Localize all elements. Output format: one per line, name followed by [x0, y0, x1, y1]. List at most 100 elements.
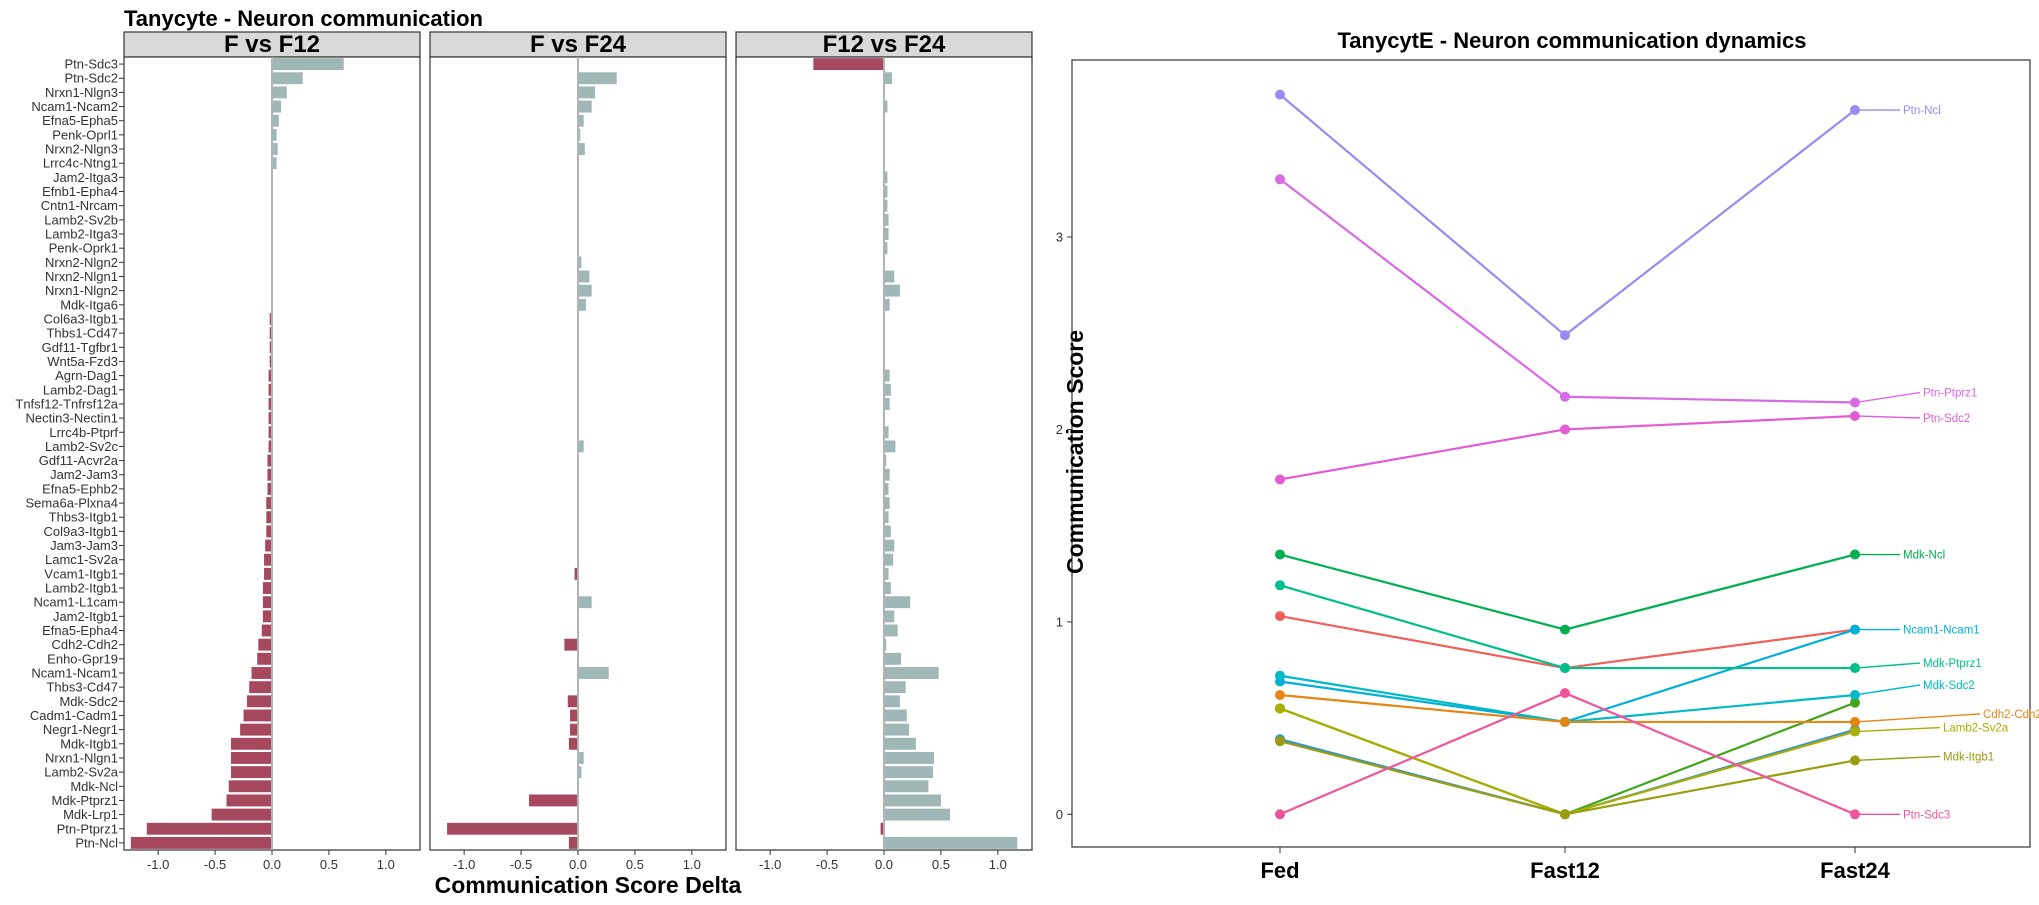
bar [884, 624, 898, 637]
gene-pair-labels: Ptn-Sdc3Ptn-Sdc2Nrxn1-Nlgn3Ncam1-Ncam2Ef… [15, 57, 124, 850]
gene-pair-label: Col9a3-Itgb1 [44, 524, 118, 539]
bar [269, 341, 272, 354]
bar [884, 185, 888, 198]
bar [884, 723, 910, 736]
series-label-group: Mdk-Ptprz1 [1854, 658, 1982, 670]
series-label-connector [1854, 713, 1981, 723]
gene-pair-label: Thbs1-Cd47 [46, 326, 118, 341]
bar [268, 369, 272, 382]
bar [130, 836, 272, 849]
gene-pair-label: Ptn-Sdc3 [65, 57, 118, 72]
gene-pair-label: Lamb2-Sv2b [44, 212, 118, 227]
series-point [1560, 688, 1570, 699]
bar [249, 681, 272, 694]
x-tick-label: Fed [1260, 858, 1299, 883]
gene-pair-label: Jam2-Itgb1 [53, 609, 118, 624]
bar [258, 638, 272, 651]
series-point [1560, 663, 1570, 674]
bar [884, 426, 889, 439]
y-axis: 0 1 2 3 [1056, 230, 1072, 822]
bar [570, 709, 578, 722]
bar [264, 567, 272, 580]
bar [529, 794, 578, 807]
bar [268, 440, 272, 453]
gene-pair-label: Nrxn1-Nlgn3 [45, 85, 118, 100]
bar [884, 468, 890, 481]
series-label-group: Ncam1-Ncam1 [1855, 625, 1980, 637]
gene-pair-label: Jam3-Jam3 [50, 538, 118, 553]
gene-pair-label: Ptn-Ptprz1 [57, 821, 118, 836]
series-label: Cdh2-Cdh2 [1983, 709, 2039, 721]
bar [564, 638, 578, 651]
bar [884, 582, 891, 594]
gene-pair-label: Lamb2-Dag1 [43, 382, 118, 397]
gene-pair-label: Nrxn2-Nlgn1 [45, 269, 118, 284]
bar [272, 143, 278, 155]
bar [884, 213, 889, 226]
bar [266, 525, 272, 538]
right-plot-area [1071, 59, 2031, 848]
series-label: Ptn-Ptprz1 [1923, 388, 1977, 400]
bar [884, 369, 890, 382]
bar [884, 497, 890, 510]
bar [884, 100, 888, 113]
bar [568, 836, 578, 849]
bar [447, 822, 578, 835]
series-label: Mdk-Sdc2 [1923, 680, 1975, 692]
bar [884, 72, 892, 85]
series [1275, 736, 1860, 820]
series-point [1275, 736, 1285, 747]
series [1275, 549, 1860, 635]
bar [262, 596, 272, 609]
bar [567, 695, 578, 708]
series-label-group: Ptn-Ptprz1 [1854, 388, 1977, 404]
gene-pair-label: Cntn1-Nrcam [41, 198, 118, 213]
x-tick-label: -1.0 [759, 857, 781, 872]
bar [272, 128, 277, 141]
gene-pair-label: Lrrc4b-Ptprf [49, 425, 118, 440]
bar [578, 298, 586, 311]
series-label-connector [1854, 662, 1921, 669]
left-chart-title: Tanycyte - Neuron communication [124, 6, 483, 31]
bar [578, 667, 609, 679]
facet-panel: F12 vs F24 -1.0 -0.5 0.0 0.5 1.0 [735, 31, 1033, 872]
bar [231, 737, 272, 750]
gene-pair-label: Efna5-Ephb2 [42, 481, 118, 496]
bar [272, 114, 279, 127]
gene-pair-label: Ptn-Sdc2 [65, 71, 118, 86]
bar [243, 709, 272, 722]
gene-pair-label: Jam2-Jam3 [50, 467, 118, 482]
series-label: Mdk-Ncl [1903, 550, 1945, 562]
bar [268, 412, 272, 425]
gene-pair-label: Ptn-Ncl [75, 835, 118, 850]
series-point [1275, 549, 1285, 560]
series [1275, 580, 1860, 674]
series-point [1275, 611, 1285, 622]
bar [264, 553, 272, 566]
gene-pair-label: Mdk-Sdc2 [59, 694, 118, 709]
bar [268, 426, 272, 439]
bar [884, 808, 951, 821]
gene-pair-label: Ncam1-Ncam1 [31, 665, 118, 680]
y-tick-label: 0 [1056, 807, 1063, 822]
series-label-group: Ptn-Sdc3 [1855, 809, 1950, 821]
gene-pair-label: Nrxn1-Nlgn1 [45, 750, 118, 765]
bar [272, 58, 344, 71]
gene-pair-label: Nectin3-Nectin1 [26, 411, 119, 426]
series-label: Ptn-Ncl [1903, 105, 1941, 117]
gene-pair-label: Mdk-Itgb1 [60, 736, 118, 751]
x-tick-label: 0.0 [875, 857, 893, 872]
x-tick-label: 0.0 [569, 857, 587, 872]
bar [268, 383, 272, 396]
x-tick-label: -0.5 [204, 857, 226, 872]
x-tick-label: 1.0 [377, 857, 395, 872]
x-tick-label: 1.0 [989, 857, 1007, 872]
bar [269, 327, 272, 340]
x-tick-label: 0.5 [626, 857, 644, 872]
gene-pair-label: Gdf11-Acvr2a [39, 453, 119, 468]
bar [884, 652, 902, 665]
x-tick-label: -0.5 [510, 857, 532, 872]
facet-strip [735, 31, 1033, 58]
bar [267, 454, 272, 467]
bar-chart-tanycyte-neuron: Tanycyte - Neuron communication Ptn-Sdc3… [15, 6, 1033, 898]
